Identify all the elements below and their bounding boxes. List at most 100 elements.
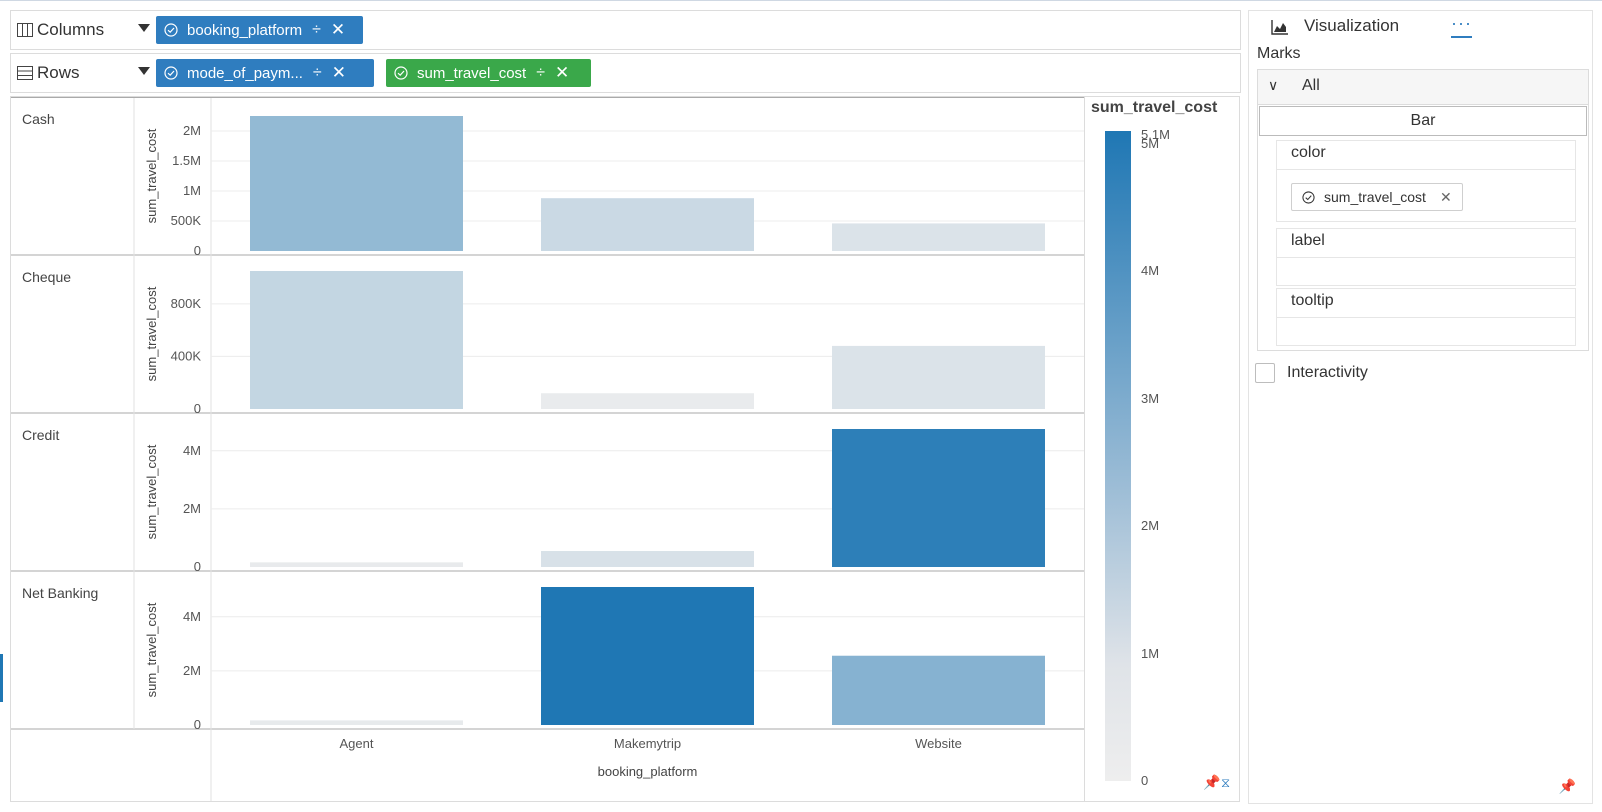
- tooltip-property-label: tooltip: [1291, 292, 1334, 309]
- rows-shelf: Rows mode_of_paym... ÷ ✕ sum_travel_cost…: [10, 53, 1241, 93]
- mark-type-select[interactable]: Bar: [1259, 106, 1587, 136]
- check-circle-icon: [394, 66, 408, 80]
- row-label: Cash: [22, 111, 55, 127]
- y-axis-title: sum_travel_cost: [144, 602, 159, 697]
- x-tick-label: Makemytrip: [614, 736, 681, 751]
- y-tick-label: 0: [194, 559, 201, 574]
- label-property-label: label: [1291, 232, 1325, 249]
- marks-all-row[interactable]: ∨ All: [1258, 70, 1588, 105]
- panel-header: Visualization ···: [1249, 11, 1592, 43]
- color-property[interactable]: color sum_travel_cost ✕: [1276, 140, 1576, 222]
- divider: [1277, 257, 1575, 258]
- check-circle-icon: [1302, 190, 1315, 204]
- top-border: [0, 0, 1602, 1]
- legend-max-label: 5.1M: [1141, 127, 1170, 142]
- panel-title: Visualization: [1304, 16, 1400, 35]
- legend-tick-label: 0: [1141, 773, 1149, 788]
- area-chart-icon: [1271, 20, 1288, 35]
- x-tick-label: Agent: [340, 736, 374, 751]
- check-circle-icon: [164, 23, 178, 37]
- bar: [832, 655, 1045, 725]
- check-circle-icon: [164, 66, 178, 80]
- bar: [541, 587, 754, 725]
- color-property-label: color: [1291, 144, 1326, 161]
- rows-shelf-header[interactable]: Rows: [11, 54, 158, 92]
- y-tick-label: 800K: [171, 296, 202, 311]
- close-icon[interactable]: ✕: [555, 63, 570, 82]
- y-tick-label: 2M: [183, 501, 201, 516]
- hourglass-icon: ⧖: [1221, 775, 1231, 790]
- columns-icon: [17, 23, 33, 37]
- y-tick-label: 0: [194, 717, 201, 732]
- legend-tick-label: 5M: [1141, 135, 1160, 151]
- y-tick-label: 2M: [183, 123, 201, 138]
- scroll-indicator: [0, 654, 3, 702]
- y-tick-label: 500K: [171, 213, 202, 228]
- sort-icon[interactable]: ÷: [536, 64, 545, 81]
- rows-icon: [17, 66, 33, 80]
- pill-label: mode_of_paym...: [187, 64, 303, 82]
- rows-shelf-label: Rows: [37, 63, 80, 82]
- chevron-down-icon[interactable]: ∨: [1268, 77, 1279, 93]
- marks-card: ∨ All Bar color sum_travel_cost ✕ label …: [1257, 69, 1589, 351]
- pin-icon[interactable]: 📌: [1558, 778, 1576, 794]
- legend-tick-label: 2M: [1141, 518, 1160, 534]
- y-tick-label: 0: [194, 401, 201, 416]
- bar: [250, 116, 463, 251]
- bar: [541, 551, 754, 567]
- divider: [1277, 317, 1575, 318]
- close-icon[interactable]: ✕: [330, 20, 346, 39]
- y-axis-title: sum_travel_cost: [144, 128, 159, 223]
- chevron-down-icon[interactable]: [138, 67, 150, 75]
- legend-tick-label: 4M: [1141, 263, 1160, 279]
- label-property[interactable]: label: [1276, 228, 1576, 286]
- chevron-down-icon[interactable]: [138, 24, 150, 32]
- more-options-button[interactable]: ···: [1451, 13, 1472, 38]
- close-icon[interactable]: ✕: [1439, 188, 1452, 205]
- divider: [1277, 169, 1575, 170]
- pin-icon[interactable]: 📌: [1203, 774, 1221, 790]
- bar: [541, 198, 754, 251]
- y-tick-label: 2M: [183, 663, 201, 678]
- bar: [250, 271, 463, 409]
- columns-shelf-label: Columns: [37, 20, 105, 39]
- marks-label: Marks: [1257, 45, 1301, 62]
- bar: [832, 345, 1045, 409]
- interactivity-checkbox[interactable]: [1255, 363, 1275, 383]
- bar: [250, 562, 463, 567]
- color-legend: sum_travel_cost 5.1M 5M 4M 3M 2M 1M 0 📌 ⧖: [1083, 96, 1240, 802]
- y-tick-label: 4M: [183, 443, 201, 458]
- sort-icon[interactable]: ÷: [312, 64, 322, 81]
- columns-pill-booking-platform[interactable]: booking_platform ÷ ✕: [156, 16, 363, 44]
- pill-label: sum_travel_cost: [417, 64, 527, 82]
- y-tick-label: 0: [194, 243, 201, 258]
- columns-shelf-header[interactable]: Columns: [11, 11, 158, 49]
- tooltip-property[interactable]: tooltip: [1276, 288, 1576, 346]
- x-axis-title: booking_platform: [598, 764, 698, 779]
- bar: [832, 429, 1045, 567]
- visualization-panel: Visualization ··· Marks ∨ All Bar color …: [1248, 10, 1593, 804]
- columns-shelf: Columns booking_platform ÷ ✕: [10, 10, 1241, 50]
- legend-gradient: [1105, 131, 1131, 781]
- close-icon[interactable]: ✕: [331, 63, 346, 82]
- legend-title: sum_travel_cost: [1091, 99, 1218, 116]
- y-axis-title: sum_travel_cost: [144, 444, 159, 539]
- sort-icon[interactable]: ÷: [312, 21, 321, 38]
- bar-chart: Cash sum_travel_cost 0 500K 1M 1.5M 2M Cheque su…: [11, 97, 1084, 801]
- legend-tick-label: 3M: [1141, 390, 1160, 406]
- interactivity-row[interactable]: Interactivity: [1255, 363, 1368, 383]
- color-field-chip[interactable]: sum_travel_cost ✕: [1291, 183, 1463, 211]
- bar: [832, 223, 1045, 251]
- y-tick-label: 1.5M: [172, 153, 201, 168]
- row-label: Credit: [22, 427, 59, 443]
- y-tick-label: 1M: [183, 183, 201, 198]
- marks-all-label: All: [1302, 77, 1320, 94]
- rows-pill-sum-travel-cost[interactable]: sum_travel_cost ÷ ✕: [386, 59, 591, 87]
- y-axis-title: sum_travel_cost: [144, 286, 159, 381]
- interactivity-label: Interactivity: [1287, 364, 1368, 381]
- y-tick-label: 4M: [183, 609, 201, 624]
- chart-frame: Cash sum_travel_cost 0 500K 1M 1.5M 2M Cheque su…: [10, 96, 1085, 802]
- rows-pill-mode-of-payment[interactable]: mode_of_paym... ÷ ✕: [156, 59, 374, 87]
- bar: [541, 393, 754, 409]
- legend-tick-label: 1M: [1141, 645, 1160, 661]
